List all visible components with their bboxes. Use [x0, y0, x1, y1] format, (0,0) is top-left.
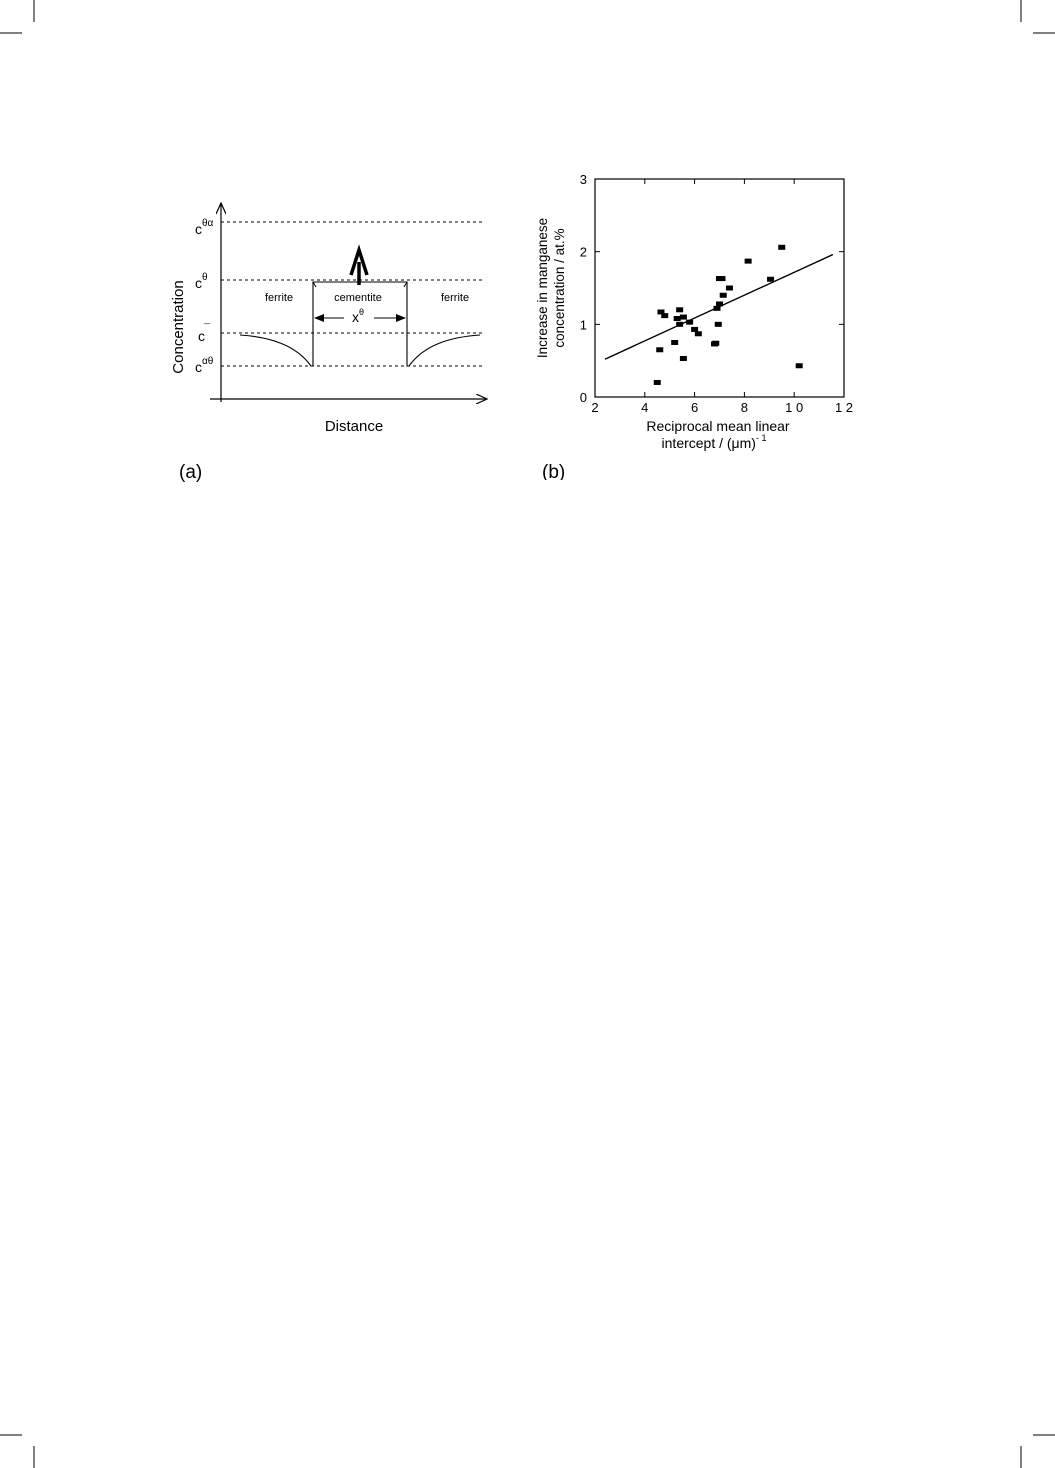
- data-point: [713, 305, 721, 311]
- figure-a-x-axis-label: Distance: [325, 418, 383, 435]
- figure-b: 2 4 6 8 1 0 1 2 0 1 2 3 Increase in manganese con…: [535, 172, 853, 480]
- figure-a: cθα cθ c¯ cαθ Concentration Distance fer…: [170, 190, 500, 483]
- data-point: [676, 321, 684, 327]
- data-point: [719, 292, 727, 298]
- data-point: [767, 276, 775, 282]
- data-point: [673, 316, 681, 322]
- level-label-c-bar: c¯: [198, 323, 211, 344]
- data-point: [716, 301, 723, 307]
- width-label-x-theta: xθ: [352, 307, 364, 325]
- data-point: [679, 314, 687, 320]
- figure-b-y-axis-label-line2: concentration / at.%: [552, 228, 567, 347]
- data-point: [686, 319, 694, 325]
- y-tick-label: 1: [580, 317, 587, 332]
- plot-frame: [594, 178, 845, 398]
- up-arrow: [349, 244, 369, 285]
- x-tick-label: 1 2: [835, 400, 853, 415]
- y-tick-label: 2: [580, 245, 587, 260]
- region-label-right-ferrite: ferrite: [441, 292, 469, 304]
- data-point: [676, 307, 684, 313]
- data-point: [778, 244, 786, 250]
- level-label-c-theta: cθ: [195, 272, 208, 291]
- data-point: [718, 276, 726, 282]
- panel-label-a: (a): [179, 462, 202, 483]
- data-point: [661, 313, 669, 319]
- data-point: [725, 285, 733, 291]
- data-point: [653, 379, 661, 385]
- figure-a-y-axis-label: Concentration: [170, 280, 187, 373]
- y-tick-label: 3: [580, 172, 587, 187]
- y-tick-label: 0: [580, 390, 587, 405]
- figure-b-x-axis-label-line2: intercept / (μm)- 1: [662, 433, 767, 451]
- x-tick-label: 8: [741, 400, 748, 415]
- level-label-c-alpha-theta: cαθ: [195, 356, 214, 375]
- region-label-cementite: cementite: [334, 292, 382, 304]
- data-point: [712, 340, 720, 346]
- x-tick-label: 2: [591, 400, 598, 415]
- region-label-left-ferrite: ferrite: [265, 292, 293, 304]
- data-points: [653, 244, 803, 385]
- tick-labels: 2 4 6 8 1 0 1 2 0 1 2 3: [580, 172, 853, 415]
- cementite-top-tick-left: [312, 281, 317, 288]
- axis-ticks: [594, 178, 845, 398]
- figure-b-y-axis-label-line1: Increase in manganese: [535, 218, 550, 358]
- data-point: [744, 258, 752, 264]
- x-tick-label: 1 0: [785, 400, 803, 415]
- panel-label-b: (b): [542, 462, 565, 480]
- data-point: [656, 347, 664, 353]
- level-label-c-theta-alpha: cθα: [195, 218, 214, 237]
- data-point: [795, 363, 803, 369]
- x-tick-label: 4: [641, 400, 648, 415]
- x-tick-label: 6: [691, 400, 698, 415]
- data-point: [671, 340, 679, 345]
- data-point: [679, 355, 687, 361]
- data-point: [694, 331, 702, 337]
- data-point: [691, 326, 699, 332]
- figure-b-x-axis-label-line1: Reciprocal mean linear: [646, 418, 790, 434]
- data-point: [657, 309, 665, 315]
- data-point: [714, 321, 722, 327]
- cementite-top-tick-right: [403, 281, 408, 288]
